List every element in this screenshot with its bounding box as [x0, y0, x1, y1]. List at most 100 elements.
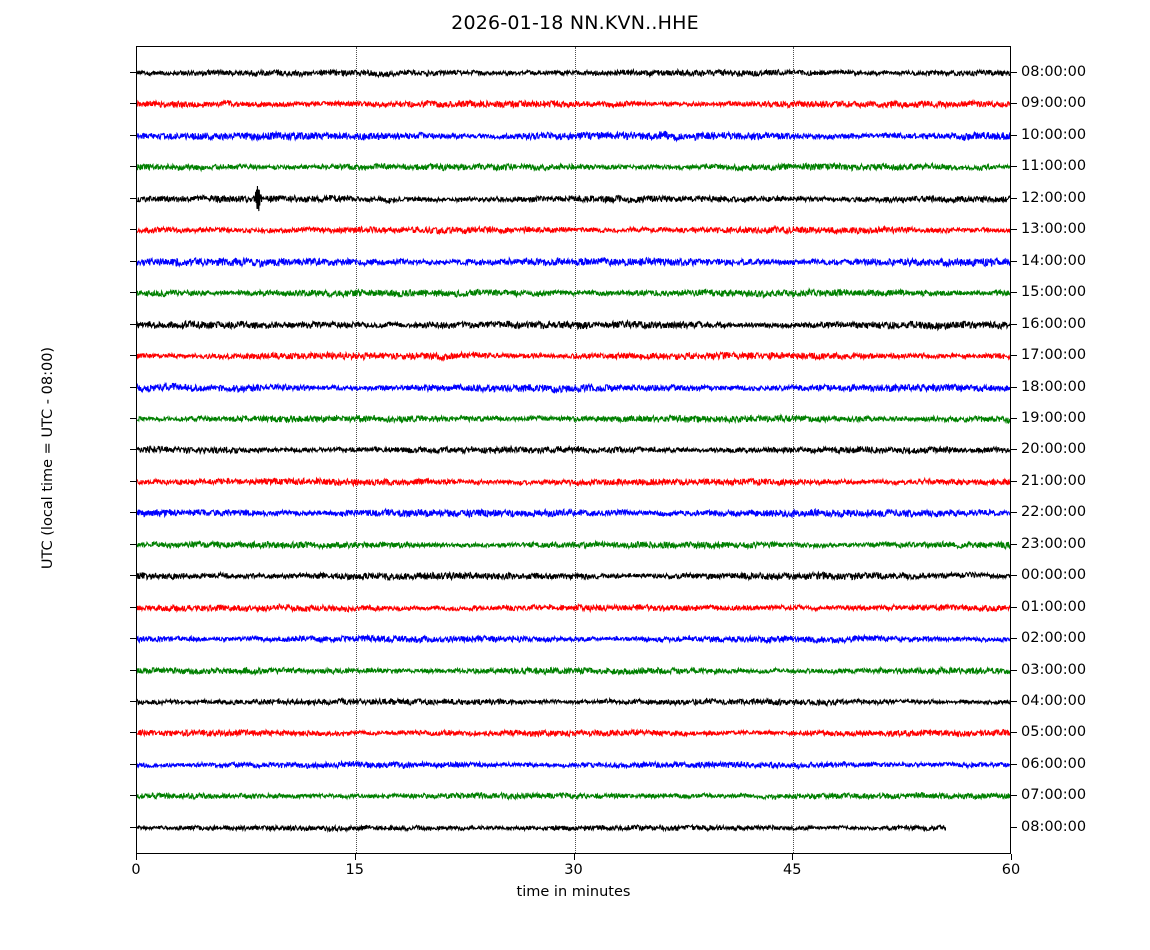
- x-tick-label: 45: [783, 862, 802, 878]
- y-tick-mark-left: [130, 795, 136, 797]
- trace-row: [137, 687, 1010, 717]
- y-tick-label-right: 19:00:00: [1021, 409, 1087, 426]
- y-tick-mark-right: [1011, 826, 1017, 828]
- trace-row: [137, 341, 1010, 371]
- y-tick-mark-right: [1011, 417, 1017, 419]
- trace-row: [137, 278, 1010, 308]
- y-tick-mark-left: [130, 669, 136, 671]
- y-tick-mark-right: [1011, 575, 1017, 577]
- x-tick-label: 0: [131, 862, 141, 878]
- y-tick-mark-left: [130, 292, 136, 294]
- trace-row: [137, 781, 1010, 811]
- y-tick-label-right: 05:00:00: [1021, 724, 1087, 741]
- y-tick-mark-left: [130, 763, 136, 765]
- y-tick-label-right: 02:00:00: [1021, 630, 1087, 647]
- y-tick-label-right: 04:00:00: [1021, 693, 1087, 709]
- y-tick-mark-right: [1011, 512, 1017, 514]
- x-axis-label: time in minutes: [516, 884, 631, 900]
- y-tick-label-right: 20:00:00: [1021, 441, 1087, 458]
- y-tick-label-right: 08:00:00: [1021, 818, 1087, 835]
- page-title: 2026-01-18 NN.KVN..HHE: [451, 12, 699, 34]
- y-tick-mark-right: [1011, 292, 1017, 294]
- y-tick-mark-right: [1011, 480, 1017, 482]
- x-tick-mark: [1011, 854, 1012, 860]
- y-tick-mark-right: [1011, 323, 1017, 325]
- y-tick-mark-left: [130, 323, 136, 325]
- y-tick-label-right: 12:00:00: [1021, 189, 1087, 206]
- trace-row: [137, 467, 1010, 497]
- y-tick-mark-right: [1011, 103, 1017, 105]
- trace-row: [137, 373, 1010, 403]
- y-tick-mark-left: [130, 103, 136, 105]
- trace-row: [137, 184, 1010, 214]
- y-tick-label-right: 22:00:00: [1021, 504, 1087, 521]
- trace-row: [137, 247, 1010, 277]
- y-tick-label-right: 07:00:00: [1021, 787, 1087, 804]
- y-tick-mark-right: [1011, 260, 1017, 262]
- trace-row: [137, 215, 1010, 245]
- y-tick-mark-left: [130, 166, 136, 168]
- trace-row: [137, 152, 1010, 182]
- y-tick-mark-right: [1011, 795, 1017, 797]
- y-tick-mark-right: [1011, 543, 1017, 545]
- y-tick-mark-right: [1011, 638, 1017, 640]
- y-tick-mark-left: [130, 512, 136, 514]
- y-tick-mark-left: [130, 826, 136, 828]
- y-tick-mark-right: [1011, 72, 1017, 73]
- y-tick-mark-left: [130, 134, 136, 136]
- y-tick-label-right: 10:00:00: [1021, 126, 1087, 143]
- y-tick-mark-left: [130, 197, 136, 199]
- trace-row: [137, 89, 1010, 119]
- y-tick-label-right: 08:00:00: [1021, 64, 1087, 80]
- y-tick-mark-right: [1011, 134, 1017, 136]
- y-tick-mark-right: [1011, 449, 1017, 451]
- trace-row: [137, 750, 1010, 780]
- trace-row: [137, 624, 1010, 654]
- x-tick-mark: [792, 854, 794, 860]
- y-tick-label-right: 23:00:00: [1021, 535, 1087, 552]
- y-tick-mark-left: [130, 638, 136, 640]
- x-tick-label: 15: [345, 862, 364, 878]
- y-tick-label-right: 14:00:00: [1021, 252, 1087, 269]
- y-tick-mark-left: [130, 480, 136, 482]
- y-tick-mark-right: [1011, 701, 1017, 702]
- trace-row: [137, 310, 1010, 340]
- y-tick-mark-right: [1011, 229, 1017, 231]
- y-tick-mark-left: [130, 386, 136, 388]
- y-tick-mark-right: [1011, 606, 1017, 608]
- x-tick-mark: [573, 854, 575, 860]
- trace-row: [137, 656, 1010, 686]
- x-tick-mark: [136, 854, 137, 860]
- trace-row: [137, 435, 1010, 465]
- y-tick-mark-right: [1011, 763, 1017, 765]
- y-tick-label-right: 15:00:00: [1021, 284, 1087, 301]
- y-tick-label-right: 18:00:00: [1021, 378, 1087, 395]
- trace-row: [137, 813, 947, 843]
- y-tick-mark-left: [130, 701, 136, 702]
- y-tick-mark-right: [1011, 197, 1017, 199]
- x-tick-label: 60: [1001, 862, 1021, 878]
- y-tick-label-right: 17:00:00: [1021, 347, 1087, 364]
- trace-row: [137, 498, 1010, 528]
- y-tick-label-right: 13:00:00: [1021, 221, 1087, 238]
- y-tick-mark-left: [130, 229, 136, 231]
- y-tick-mark-right: [1011, 355, 1017, 357]
- y-tick-label-right: 16:00:00: [1021, 315, 1087, 332]
- x-tick-label: 30: [564, 862, 583, 878]
- y-tick-mark-left: [130, 417, 136, 419]
- y-tick-mark-right: [1011, 732, 1017, 734]
- plot-area: [136, 46, 1011, 854]
- y-tick-label-right: 03:00:00: [1021, 661, 1087, 678]
- y-tick-mark-left: [130, 543, 136, 545]
- y-tick-label-right: 01:00:00: [1021, 598, 1087, 615]
- y-tick-mark-left: [130, 72, 136, 73]
- y-tick-mark-left: [130, 260, 136, 262]
- y-tick-mark-left: [130, 355, 136, 357]
- y-tick-mark-right: [1011, 669, 1017, 671]
- trace-row: [137, 530, 1010, 560]
- y-tick-label-right: 09:00:00: [1021, 95, 1087, 112]
- trace-row: [137, 404, 1010, 434]
- trace-row: [137, 58, 1010, 88]
- y-tick-label-right: 06:00:00: [1021, 755, 1087, 772]
